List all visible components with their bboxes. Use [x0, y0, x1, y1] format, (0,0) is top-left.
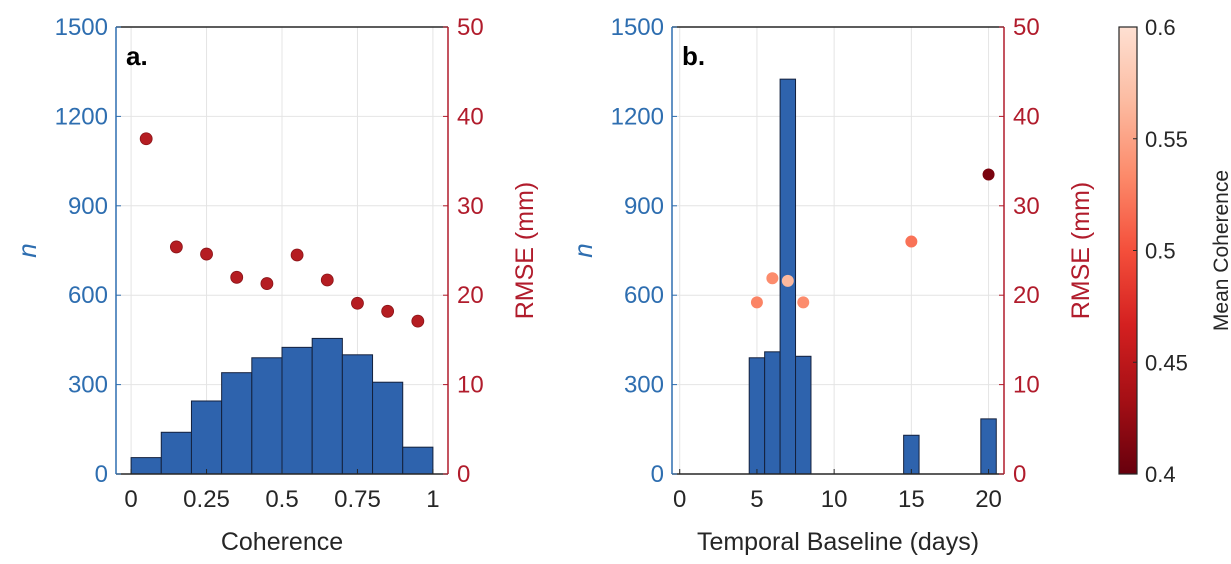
x-axis-label: Coherence	[221, 528, 343, 556]
rmse-point	[905, 235, 918, 248]
histogram-bar	[402, 446, 434, 475]
colorbar-label: Mean Coherence	[1210, 170, 1231, 331]
y-right-tick-label: 50	[1013, 14, 1040, 41]
histogram-bar	[903, 434, 920, 475]
y-left-tick-label: 900	[68, 193, 108, 220]
rmse-point	[381, 304, 395, 318]
rmse-point	[320, 273, 334, 287]
y-left-tick-label: 0	[651, 461, 664, 488]
x-tick-label: 20	[975, 486, 1002, 513]
x-axis-label: Temporal Baseline (days)	[697, 528, 979, 556]
histogram-bar	[221, 372, 253, 475]
rmse-point	[290, 248, 304, 262]
chart-panel-a: 0 0.25 0.5 0.75 1030060090012001500010203040…	[12, 14, 539, 556]
rmse-point	[781, 274, 794, 287]
histogram-bar	[130, 457, 162, 475]
rmse-point	[230, 270, 244, 284]
histogram-bar	[281, 346, 313, 475]
y-right-tick-label: 30	[457, 193, 484, 220]
colorbar-tick-label: 0.4	[1145, 462, 1176, 487]
histogram-bar	[795, 355, 812, 475]
rmse-point	[982, 168, 995, 181]
y-right-tick-label: 10	[1013, 372, 1040, 399]
y-axis-right-label: RMSE (mm)	[511, 182, 539, 319]
colorbar: 0.4 0.45 0.5 0.55 0.6 Mean Coherence	[1118, 15, 1231, 487]
y-right-tick-label: 50	[457, 14, 484, 41]
histogram-bar	[764, 351, 781, 475]
y-left-tick-label: 300	[68, 372, 108, 399]
y-axis-right-label: RMSE (mm)	[1067, 182, 1095, 319]
rmse-point	[139, 132, 153, 146]
x-tick-label: 0.75	[334, 486, 381, 513]
y-right-tick-label: 40	[1013, 103, 1040, 130]
rmse-point	[750, 296, 763, 309]
rmse-point	[169, 240, 183, 254]
rmse-point	[351, 296, 364, 310]
panel-label: a.	[126, 41, 148, 71]
y-right-tick-label: 20	[1013, 282, 1040, 309]
histogram-bar	[372, 381, 404, 475]
rmse-point	[260, 277, 274, 290]
colorbar-tick-label: 0.6	[1145, 15, 1176, 40]
histogram-bar	[980, 418, 997, 475]
histogram-bar	[311, 337, 343, 475]
histogram-bar	[341, 354, 374, 475]
x-tick-label: 10	[821, 486, 848, 513]
x-tick-label: 0	[673, 486, 686, 513]
y-axis-left-label: n	[12, 243, 42, 257]
histogram-bar	[748, 357, 766, 475]
y-left-tick-label: 300	[624, 372, 664, 399]
rmse-point	[766, 272, 779, 285]
y-right-tick-label: 20	[457, 282, 484, 309]
x-tick-label: 0.25	[183, 486, 230, 513]
x-tick-label: 0.5	[265, 486, 298, 513]
colorbar-tick-label: 0.45	[1145, 350, 1188, 375]
histogram-bar	[160, 431, 192, 475]
rmse-point	[797, 296, 810, 309]
y-right-tick-label: 10	[457, 372, 484, 399]
y-left-tick-label: 1200	[611, 103, 664, 130]
y-left-tick-label: 600	[68, 282, 108, 309]
x-tick-label: 0	[124, 486, 137, 513]
x-tick-label: 5	[750, 486, 763, 513]
chart-panel-b: 0 5 10 15 20 0 300 600 900 1200 1500 0 10 20 30 40 50 Tem…	[568, 14, 1095, 556]
x-tick-label: 1	[426, 486, 439, 513]
colorbar-tick-label: 0.5	[1145, 239, 1176, 264]
y-axis-left-label: n	[568, 243, 598, 257]
y-right-tick-label: 30	[1013, 193, 1040, 220]
y-left-tick-label: 1200	[55, 103, 108, 130]
y-right-tick-label: 0	[1013, 461, 1026, 488]
y-left-tick-label: 600	[624, 282, 664, 309]
rmse-point	[411, 314, 425, 328]
y-left-tick-label: 1500	[611, 14, 664, 41]
rmse-point	[200, 247, 213, 261]
histogram-bar	[251, 357, 283, 475]
y-right-tick-label: 0	[457, 461, 470, 488]
colorbar-tick-label: 0.55	[1145, 127, 1188, 152]
y-right-tick-label: 40	[457, 103, 484, 130]
y-left-tick-label: 0	[95, 461, 108, 488]
x-tick-label: 15	[898, 486, 925, 513]
histogram-bar	[190, 400, 223, 475]
y-left-tick-label: 1500	[55, 14, 108, 41]
panel-label: b.	[682, 41, 705, 71]
y-left-tick-label: 900	[624, 193, 664, 220]
